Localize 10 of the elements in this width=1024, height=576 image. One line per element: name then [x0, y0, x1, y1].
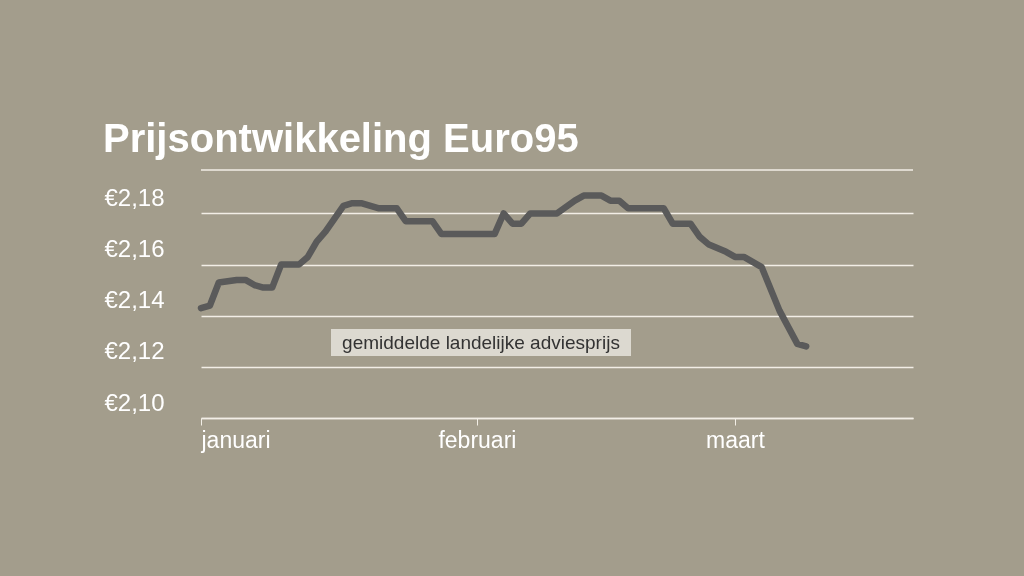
y-tick-label: €2,12: [104, 337, 165, 365]
annotation: gemiddelde landelijke adviesprijs: [342, 332, 620, 353]
chart-title: Prijsontwikkeling Euro95: [103, 116, 579, 160]
y-tick-label: €2,14: [104, 286, 165, 314]
y-tick-label: €2,16: [104, 235, 165, 263]
x-tick-label: februari: [438, 426, 517, 453]
y-tick-label: €2,10: [104, 388, 165, 416]
x-tick-label: januari: [200, 426, 271, 453]
x-tick-label: maart: [706, 426, 766, 453]
y-tick-label: €2,18: [104, 183, 165, 211]
